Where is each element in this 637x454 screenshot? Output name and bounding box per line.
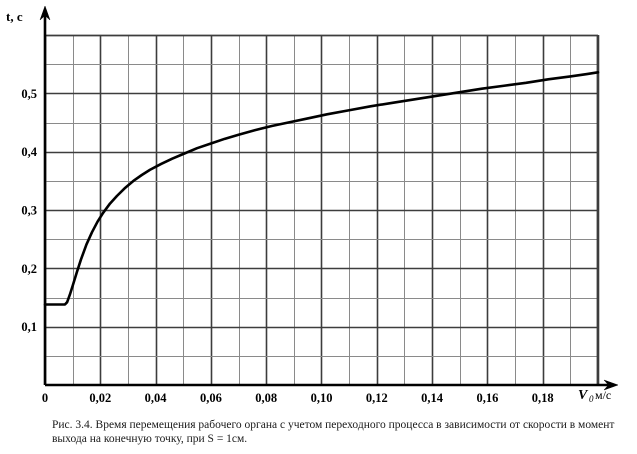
y-tick-label: 0,1 [21,320,37,334]
x-tick-label: 0,10 [311,391,333,405]
axis-lines [39,5,619,391]
y-tick-label: 0,4 [21,145,37,159]
x-axis-title-unit: м/с [595,388,611,402]
y-axis-title: t, c [6,9,23,24]
y-tick-label: 0,3 [21,204,37,218]
x-tick-label: 0,06 [200,391,222,405]
data-curve [43,71,600,306]
x-axis-title-subscript: 0 [589,394,594,404]
x-tick-label: 0 [42,391,48,405]
chart-plot: 0,1 0,2 0,3 0,4 0,5 0 0,02 0,04 0,06 0,08 0,10 0,12… [6,5,619,405]
x-tick-label: 0,02 [89,391,111,405]
x-tick-label: 0,16 [476,391,498,405]
y-tick-label: 0,2 [21,262,37,276]
tick-labels: 0,1 0,2 0,3 0,4 0,5 0 0,02 0,04 0,06 0,08 0,10 0,12… [21,87,553,405]
x-tick-label: 0,08 [255,391,277,405]
figure-caption: Рис. 3.4. Время перемещения рабочего орг… [52,419,615,445]
y-tick-label: 0,5 [21,87,37,101]
x-tick-label: 0,18 [532,391,554,405]
x-tick-label: 0,04 [145,391,168,405]
plot-frame [45,34,599,385]
x-tick-label: 0,12 [366,391,388,405]
grid-minor [44,35,600,385]
x-axis-title-symbol: V [578,388,589,403]
x-tick-label: 0,14 [421,391,444,405]
